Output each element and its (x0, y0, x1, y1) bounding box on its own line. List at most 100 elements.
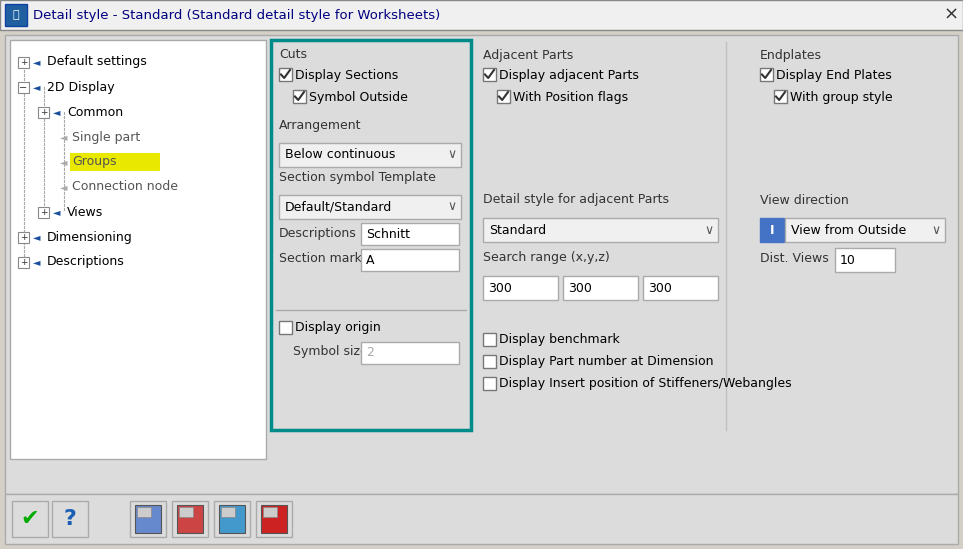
Text: Search range (x,y,z): Search range (x,y,z) (483, 251, 610, 265)
Text: +: + (39, 208, 47, 217)
Bar (760, 68, 773, 81)
Text: −: − (19, 82, 28, 92)
Bar (271, 40, 471, 430)
Bar (5, 494, 958, 544)
Bar (483, 333, 496, 346)
Text: ◄: ◄ (33, 57, 40, 67)
Bar (18, 257, 29, 268)
Text: Section symbol Template: Section symbol Template (279, 171, 436, 183)
Text: Endplates: Endplates (760, 48, 822, 61)
Text: Display benchmark: Display benchmark (499, 333, 620, 346)
Bar (361, 223, 459, 245)
Text: ×: × (944, 6, 958, 24)
Bar (52, 501, 88, 537)
Text: Display Part number at Dimension: Display Part number at Dimension (499, 356, 714, 368)
Text: A: A (366, 254, 375, 266)
Text: ◄: ◄ (60, 132, 67, 142)
Text: 300: 300 (648, 282, 672, 294)
Bar (130, 501, 166, 537)
Text: Display Sections: Display Sections (295, 69, 399, 81)
Text: Default settings: Default settings (47, 55, 146, 69)
Text: Below continuous: Below continuous (285, 148, 396, 161)
Bar (279, 143, 461, 167)
Text: ◄: ◄ (53, 207, 61, 217)
Text: 300: 300 (488, 282, 512, 294)
Text: Groups: Groups (72, 155, 117, 169)
Text: ?: ? (64, 509, 76, 529)
Bar (0, 0, 963, 30)
Bar (18, 57, 29, 68)
Text: Display End Plates: Display End Plates (776, 69, 892, 81)
Text: +: + (39, 108, 47, 117)
Text: ∨: ∨ (704, 223, 714, 237)
Text: Display adjacent Parts: Display adjacent Parts (499, 69, 638, 81)
Text: ∨: ∨ (931, 223, 940, 237)
Bar (563, 276, 638, 300)
Text: Detail style for adjacent Parts: Detail style for adjacent Parts (483, 193, 669, 206)
Bar (177, 505, 203, 533)
Text: Descriptions: Descriptions (279, 227, 356, 239)
Bar (12, 501, 48, 537)
Bar (135, 505, 161, 533)
Text: +: + (20, 233, 27, 242)
Text: Cuts: Cuts (279, 48, 307, 61)
Text: Display origin: Display origin (295, 322, 380, 334)
Text: 2: 2 (366, 346, 374, 360)
Text: Connection node: Connection node (72, 181, 178, 193)
Bar (38, 207, 49, 218)
Bar (172, 501, 208, 537)
Text: ◄: ◄ (33, 82, 40, 92)
Text: With Position flags: With Position flags (513, 91, 628, 104)
Text: I: I (769, 223, 774, 237)
Bar (214, 501, 250, 537)
Text: ◄: ◄ (53, 107, 61, 117)
Text: ∨: ∨ (447, 148, 456, 161)
Text: Symbol size: Symbol size (293, 345, 368, 358)
Bar (261, 505, 287, 533)
Bar (483, 355, 496, 368)
Bar (774, 90, 787, 103)
Bar (38, 107, 49, 118)
Bar (18, 232, 29, 243)
Bar (263, 507, 277, 517)
Text: Detail style - Standard (Standard detail style for Worksheets): Detail style - Standard (Standard detail… (33, 8, 440, 21)
Bar (785, 218, 945, 242)
Text: ✔: ✔ (20, 509, 39, 529)
Bar (179, 507, 193, 517)
Text: Section marker: Section marker (279, 253, 375, 266)
Bar (18, 82, 29, 93)
Text: Views: Views (67, 205, 103, 219)
Text: +: + (20, 258, 27, 267)
Text: Symbol Outside: Symbol Outside (309, 91, 408, 104)
Text: ∨: ∨ (447, 200, 456, 214)
Text: ⛵: ⛵ (13, 10, 19, 20)
Bar (256, 501, 292, 537)
Bar (70, 153, 160, 171)
Text: View from Outside: View from Outside (791, 223, 906, 237)
Text: Display Insert position of Stiffeners/Webangles: Display Insert position of Stiffeners/We… (499, 378, 792, 390)
Bar (835, 248, 895, 272)
Text: Standard: Standard (489, 223, 546, 237)
Text: ◄: ◄ (60, 182, 67, 192)
Bar (643, 276, 718, 300)
Text: 300: 300 (568, 282, 592, 294)
Text: Arrangement: Arrangement (279, 119, 361, 132)
Bar (279, 68, 292, 81)
Text: Default/Standard: Default/Standard (285, 200, 392, 214)
Text: Descriptions: Descriptions (47, 255, 125, 268)
Text: Adjacent Parts: Adjacent Parts (483, 48, 573, 61)
Bar (279, 195, 461, 219)
Bar (219, 505, 245, 533)
Text: ◄: ◄ (33, 232, 40, 242)
Bar (483, 276, 558, 300)
Text: 10: 10 (840, 254, 856, 266)
Bar (0, 0, 963, 30)
Text: Single part: Single part (72, 131, 141, 143)
Bar (361, 342, 459, 364)
Text: Dimensioning: Dimensioning (47, 231, 133, 244)
Bar (5, 4, 27, 26)
Bar (221, 507, 235, 517)
Text: With group style: With group style (790, 91, 893, 104)
Text: ◄: ◄ (33, 257, 40, 267)
Text: +: + (20, 58, 27, 67)
